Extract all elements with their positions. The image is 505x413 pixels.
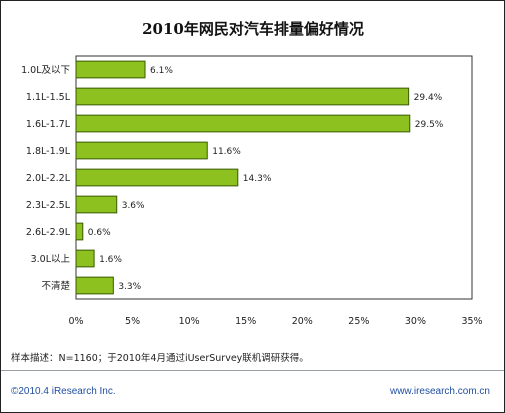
category-label-7: 3.0L以上 bbox=[31, 254, 71, 265]
value-label-2: 29.5% bbox=[415, 120, 444, 130]
value-label-8: 3.3% bbox=[118, 282, 141, 292]
x-tick-label-1: 5% bbox=[125, 316, 140, 327]
bar-3 bbox=[75, 141, 208, 160]
category-label-5: 2.3L-2.5L bbox=[26, 200, 71, 211]
category-label-3: 1.8L-1.9L bbox=[26, 146, 71, 157]
category-label-2: 1.6L-1.7L bbox=[26, 119, 71, 130]
bar-2 bbox=[75, 114, 411, 133]
bar-7 bbox=[75, 249, 95, 268]
category-label-1: 1.1L-1.5L bbox=[26, 92, 71, 103]
value-label-5: 3.6% bbox=[122, 201, 145, 211]
x-tick-label-6: 30% bbox=[405, 316, 426, 327]
category-label-6: 2.6L-2.9L bbox=[26, 227, 71, 238]
bar-4 bbox=[75, 168, 239, 187]
x-tick-label-7: 35% bbox=[461, 316, 482, 327]
x-tick-label-0: 0% bbox=[68, 316, 83, 327]
footer-divider bbox=[1, 370, 504, 371]
bar-chart: 2010年网民对汽车排量偏好情况 1.0L及以下 6.1% 1.1L-1.5L 29.… bbox=[21, 20, 482, 327]
category-label-8: 不清楚 bbox=[41, 280, 70, 292]
bar-6 bbox=[75, 222, 84, 241]
sample-note: 样本描述：N=1160；于2010年4月通过iUserSurvey联机调研获得。 bbox=[11, 353, 309, 364]
value-label-0: 6.1% bbox=[150, 66, 173, 76]
value-label-6: 0.6% bbox=[88, 228, 111, 238]
value-label-7: 1.6% bbox=[99, 255, 122, 265]
value-label-1: 29.4% bbox=[414, 93, 443, 103]
value-label-3: 11.6% bbox=[212, 147, 241, 157]
x-tick-label-4: 20% bbox=[292, 316, 313, 327]
bar-0 bbox=[75, 60, 146, 79]
chart-title: 2010年网民对汽车排量偏好情况 bbox=[142, 20, 364, 38]
x-tick-label-5: 25% bbox=[348, 316, 369, 327]
bar-1 bbox=[75, 87, 410, 106]
x-tick-label-2: 10% bbox=[179, 316, 200, 327]
category-label-0: 1.0L及以下 bbox=[21, 65, 70, 76]
copyright-text: ©2010.4 iResearch Inc. bbox=[11, 386, 116, 397]
category-label-4: 2.0L-2.2L bbox=[26, 173, 71, 184]
value-label-4: 14.3% bbox=[243, 174, 272, 184]
x-tick-label-3: 15% bbox=[235, 316, 256, 327]
bar-8 bbox=[75, 276, 114, 295]
bar-5 bbox=[75, 195, 118, 214]
website-link[interactable]: www.iresearch.com.cn bbox=[389, 386, 490, 397]
